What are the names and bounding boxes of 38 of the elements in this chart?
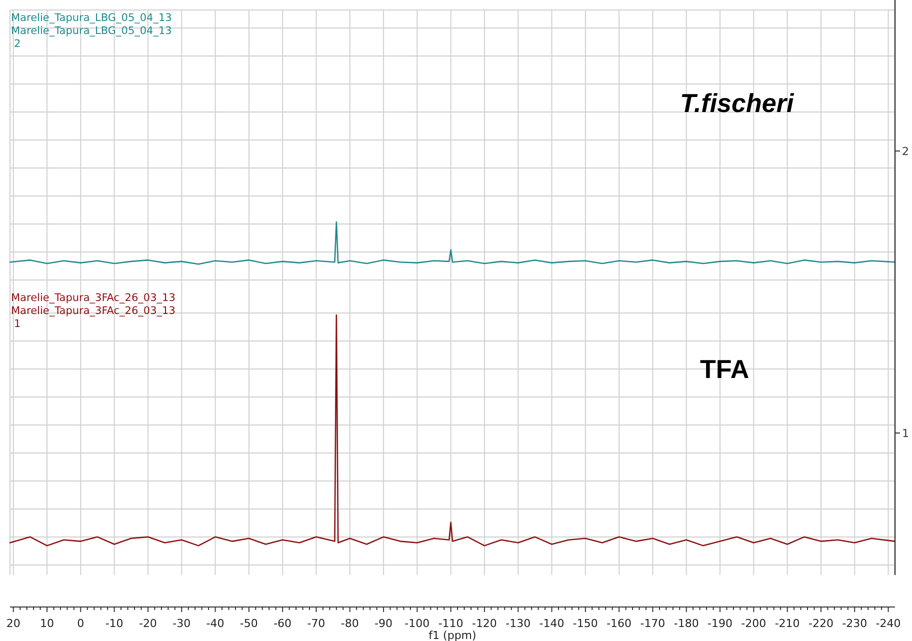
x-tick-label: -10 <box>105 617 124 630</box>
x-tick-label: -40 <box>206 617 224 630</box>
x-tick-label: -180 <box>674 617 699 630</box>
x-tick-label: -140 <box>539 617 564 630</box>
text: 2 <box>902 145 909 158</box>
text: TFA <box>700 354 750 384</box>
x-tick-label: -50 <box>240 617 258 630</box>
x-tick-label: -190 <box>708 617 733 630</box>
text: Marelie_Tapura_LBG_05_04_13 <box>11 25 172 37</box>
x-tick-label: -150 <box>572 617 598 630</box>
x-tick-label: -130 <box>506 617 531 630</box>
x-tick-label: 10 <box>40 617 54 630</box>
x-tick-label: -240 <box>876 617 901 630</box>
x-tick-label: -220 <box>808 617 834 630</box>
text: 2 <box>14 38 21 50</box>
text: 1 <box>902 427 909 440</box>
text: Marelie_Tapura_LBG_05_04_13 <box>11 12 172 24</box>
x-tick-label: -100 <box>404 617 430 630</box>
x-tick-label: -90 <box>374 617 392 630</box>
x-tick-label: -200 <box>741 617 766 630</box>
x-tick-label: -170 <box>640 617 666 630</box>
annotation: Marelie_Tapura_3FAc_26_03_13 <box>11 305 176 317</box>
x-tick-label: -30 <box>172 617 191 630</box>
x-axis-title: f1 (ppm) <box>428 629 476 641</box>
x-tick-label: -120 <box>472 617 497 630</box>
x-tick-label: -20 <box>138 617 157 630</box>
x-tick-label: 0 <box>77 617 84 630</box>
x-tick-label: -70 <box>307 617 326 630</box>
annotation: 1 <box>14 318 21 330</box>
x-tick-label: 20 <box>6 617 20 630</box>
x-tick-label: -60 <box>274 617 292 630</box>
x-tick-label: -80 <box>340 617 359 630</box>
x-tick-label: -230 <box>842 617 868 630</box>
text: Marelie_Tapura_3FAc_26_03_13 <box>11 292 176 304</box>
chart-title: T.fischeri <box>680 88 794 118</box>
x-tick-label: -110 <box>438 617 464 630</box>
x-tick-label: -210 <box>774 617 800 630</box>
x-tick-label: -160 <box>606 617 632 630</box>
